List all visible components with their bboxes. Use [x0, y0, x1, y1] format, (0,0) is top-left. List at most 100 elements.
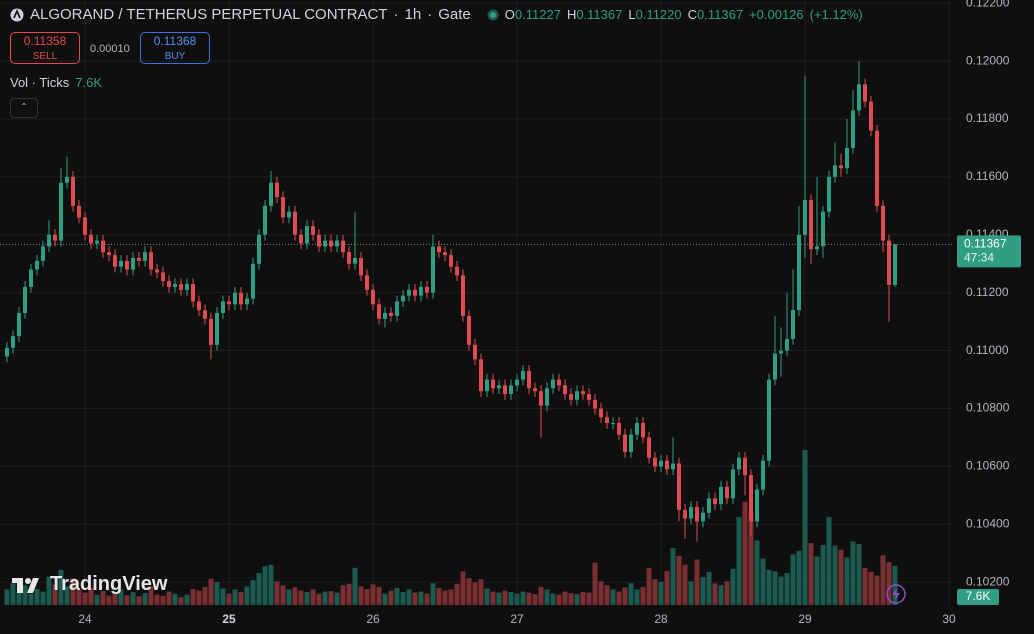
volume-bar — [364, 588, 370, 605]
volume-bar — [28, 593, 34, 605]
volume-bar — [706, 571, 712, 605]
candle-body — [863, 84, 868, 102]
volume-bar — [640, 586, 646, 605]
spread: 0.00010 — [90, 43, 130, 55]
candle-body — [364, 275, 369, 290]
volume-bar — [352, 567, 358, 605]
volume-bar — [586, 592, 592, 605]
x-tick-label: 26 — [366, 612, 380, 626]
candle-body — [256, 234, 261, 264]
candle-body — [712, 498, 717, 505]
volume-bar — [880, 555, 886, 605]
candle-body — [310, 226, 315, 235]
volume-bar — [826, 517, 832, 605]
candle-body — [328, 240, 333, 247]
volume-bar — [664, 570, 670, 605]
candle-body — [443, 252, 448, 256]
volume-bar — [712, 583, 718, 605]
candle-body — [346, 252, 351, 264]
candle-body — [521, 370, 526, 380]
volume-bar — [202, 586, 208, 605]
candle-body — [742, 457, 747, 476]
candle-body — [557, 379, 562, 386]
interval[interactable]: 1h — [404, 6, 422, 23]
volume-bar — [268, 564, 274, 605]
candle-body — [514, 379, 519, 386]
candle-body — [281, 197, 286, 218]
candle-body — [532, 388, 537, 392]
y-tick-label: 0.11800 — [966, 111, 1009, 125]
candle-body — [809, 200, 814, 250]
candle-body — [791, 310, 796, 340]
candle-body — [407, 289, 412, 296]
volume-bar — [508, 592, 514, 605]
volume-bar — [274, 581, 280, 605]
x-tick-label: 27 — [510, 612, 524, 626]
volume-bar — [394, 587, 400, 605]
volume-bar — [790, 554, 796, 605]
candle-body — [130, 257, 135, 270]
volume-bar — [682, 564, 688, 605]
candle-body — [461, 275, 466, 316]
volume-bar — [58, 569, 64, 605]
candle-body — [701, 512, 706, 522]
candle-body — [317, 234, 322, 247]
volume-bar — [142, 593, 148, 605]
candle-body — [251, 263, 256, 299]
buy-button[interactable]: 0.11368 BUY — [140, 32, 210, 64]
volume-bar — [4, 589, 10, 605]
candle-body — [562, 385, 567, 395]
ohlc-value: 0.11227 — [514, 7, 561, 22]
volume-bar — [784, 572, 790, 605]
candle-body — [89, 234, 94, 244]
volume-legend: Vol · Ticks 7.6K — [10, 75, 102, 90]
candle-body — [730, 469, 735, 499]
volume-bar — [328, 591, 334, 605]
ohlc-item: H0.11367 — [567, 7, 622, 22]
candle-body — [11, 336, 16, 348]
volume-bar — [358, 586, 364, 605]
candle-body — [161, 272, 166, 282]
candle-body — [395, 301, 400, 316]
volume-bar — [94, 594, 100, 605]
candle-body — [670, 463, 675, 470]
candle-body — [586, 394, 591, 400]
header: ALGORAND / TETHERUS PERPETUAL CONTRACT ·… — [10, 6, 863, 23]
candle-body — [227, 301, 232, 305]
volume-bar — [130, 592, 136, 605]
candle-body — [719, 486, 724, 505]
volume-bar — [280, 585, 286, 605]
candle-body — [155, 269, 160, 273]
volume-bar — [322, 591, 328, 605]
candle-body — [413, 289, 418, 296]
change: +0.00126 — [749, 7, 804, 22]
ohlc-value: 0.11367 — [697, 7, 744, 22]
brand-logo: TradingView — [12, 573, 167, 596]
volume-bar — [388, 590, 394, 605]
volume-bar — [88, 587, 94, 605]
y-tick-label: 0.10200 — [966, 574, 1010, 588]
volume-bar — [106, 595, 112, 605]
sell-price: 0.11358 — [23, 34, 67, 48]
candle-body — [611, 423, 616, 425]
collapse-button[interactable]: ˆ — [10, 98, 38, 118]
y-tick-label: 0.11600 — [966, 169, 1009, 183]
candle-body — [53, 234, 58, 241]
volume-bar — [262, 566, 268, 605]
volume-bar — [232, 589, 238, 605]
volume-bar — [838, 549, 844, 605]
candle-body — [35, 260, 40, 270]
candle-body — [22, 286, 27, 313]
candle-body — [377, 304, 382, 319]
candle-body — [4, 347, 9, 357]
volume-legend-title: Vol · Ticks — [10, 75, 70, 90]
candle-body — [191, 284, 196, 302]
candle-body — [544, 388, 549, 406]
volume-bar — [514, 593, 520, 605]
candle-body — [766, 379, 771, 461]
x-tick-label: 25 — [222, 612, 236, 626]
candle-body — [598, 408, 603, 418]
volume-bar — [652, 579, 658, 605]
sell-button[interactable]: 0.11358 SELL — [10, 32, 80, 64]
